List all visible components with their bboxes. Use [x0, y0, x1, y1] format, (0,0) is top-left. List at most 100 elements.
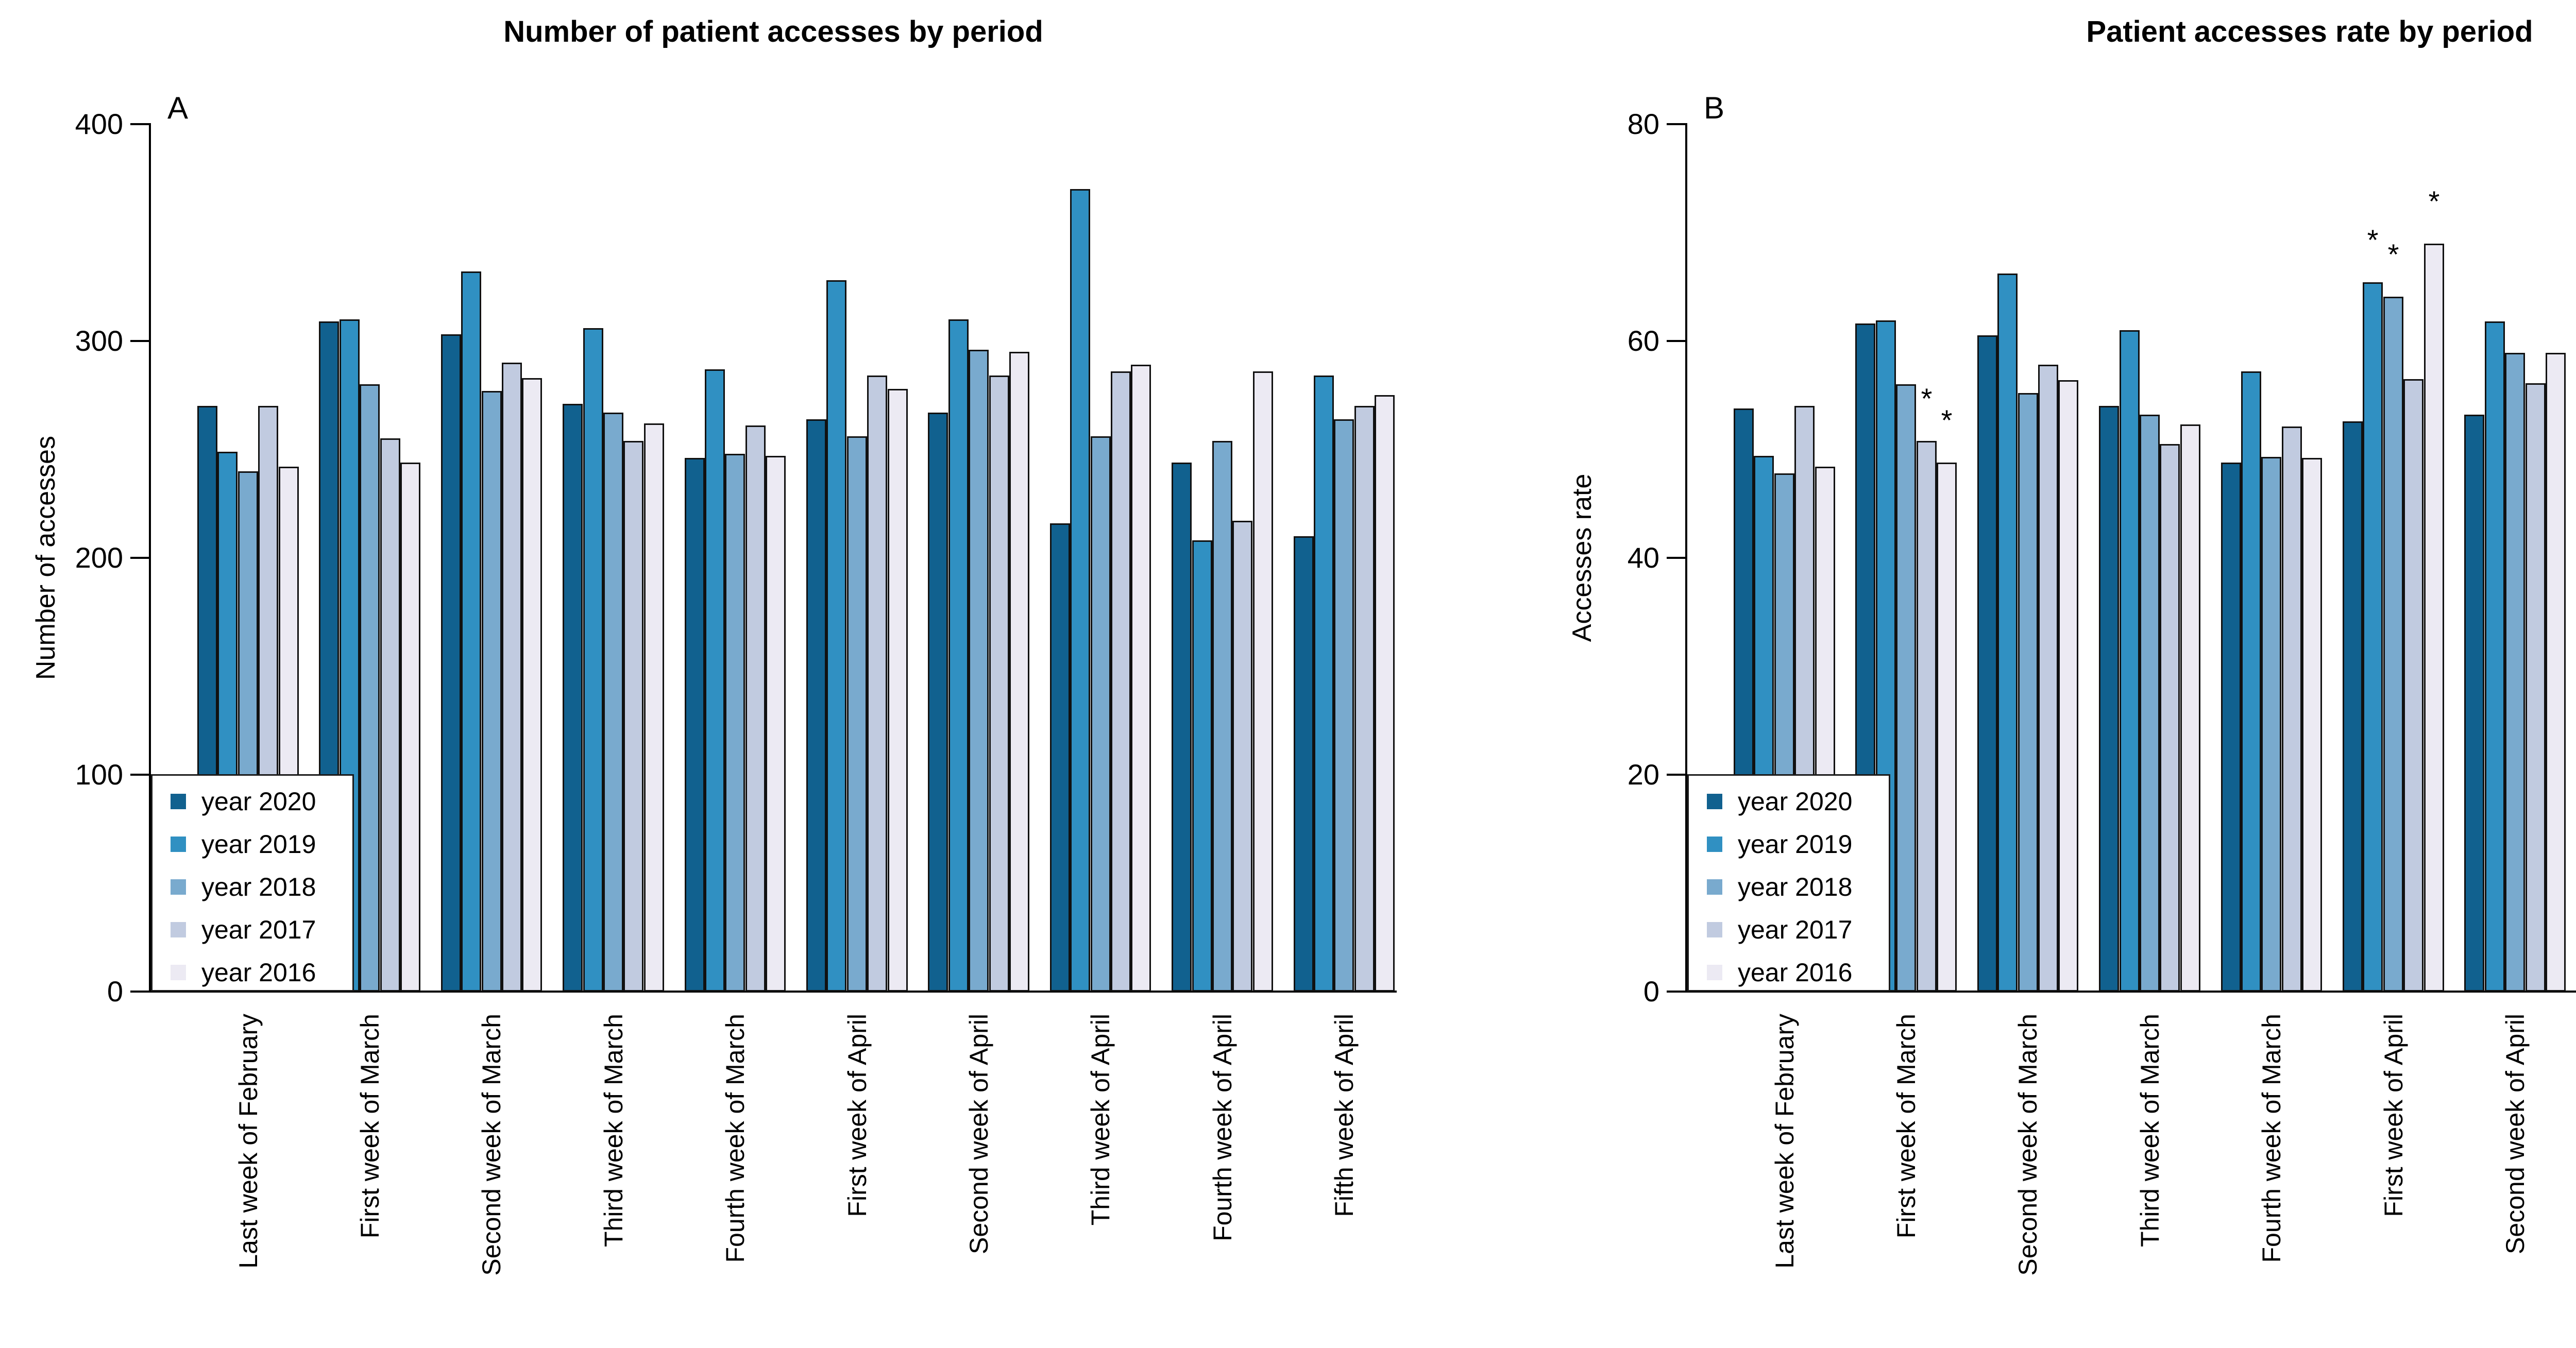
bar-year-2016-group3 — [522, 378, 542, 992]
bar-year-2020-group10 — [1294, 536, 1314, 992]
legend-box: year 2020 year 2019 year 2018 year 2017 year… — [151, 774, 354, 992]
bar-year-2020-group4 — [2099, 406, 2119, 992]
significance-marker: * — [2387, 238, 2399, 270]
bar-year-2020-group9 — [1172, 463, 1192, 992]
bar-year-2017-group2 — [380, 438, 400, 992]
x-category-label: Last week of February — [1770, 1014, 1799, 1269]
bar-year-2020-group7 — [2464, 415, 2484, 992]
bar-year-2020-group8 — [1050, 523, 1070, 992]
legend-item: year 2020 — [1689, 780, 1889, 823]
bar-year-2019-group4 — [2120, 330, 2140, 992]
significance-marker: * — [2367, 224, 2379, 256]
bar-year-2017-group8 — [1111, 371, 1131, 992]
bar-year-2017-group7 — [2526, 383, 2546, 992]
y-tick-mark — [130, 774, 150, 776]
x-category-label: First week of April — [2379, 1014, 2408, 1217]
bar-year-2019-group5 — [2241, 371, 2261, 992]
bar-year-2019-group3 — [461, 271, 481, 992]
y-axis-line — [149, 123, 151, 993]
bar-year-2016-group4 — [2180, 424, 2200, 992]
legend-swatch — [1707, 793, 1722, 809]
panel-letter: B — [1704, 91, 1725, 125]
bar-year-2017-group6 — [2403, 379, 2424, 992]
bar-year-2017-group4 — [2160, 444, 2180, 992]
bar-year-2016-group4 — [644, 423, 664, 992]
bar-year-2020-group7 — [928, 413, 948, 992]
bar-year-2018-group9 — [1212, 441, 1232, 992]
bar-year-2018-group6 — [2383, 297, 2403, 992]
bar-year-2019-group7 — [948, 319, 969, 992]
legend-label: year 2018 — [1738, 872, 1853, 901]
y-tick-label: 80 — [1627, 108, 1659, 140]
bar-year-2016-group2 — [400, 463, 420, 992]
bar-year-2016-group2 — [1937, 463, 1957, 992]
bar-year-2017-group4 — [623, 441, 643, 992]
y-tick-mark — [130, 123, 150, 125]
bar-year-2018-group3 — [2018, 393, 2038, 992]
legend-label: year 2017 — [201, 915, 316, 944]
legend-swatch — [171, 922, 186, 937]
y-tick-mark — [1667, 340, 1686, 342]
legend-item: year 2016 — [152, 951, 352, 994]
bar-year-2018-group2 — [1896, 384, 1916, 992]
panel-title: Number of patient accesses by period — [503, 15, 1043, 48]
legend-item: year 2017 — [152, 908, 352, 951]
x-axis-line — [1686, 991, 2576, 993]
bar-year-2019-group7 — [2485, 321, 2505, 992]
bar-year-2016-group6 — [888, 389, 908, 992]
legend-swatch — [1707, 879, 1722, 895]
bar-year-2018-group4 — [603, 413, 623, 992]
bar-year-2017-group9 — [1232, 521, 1252, 992]
panel-letter: A — [167, 91, 189, 125]
bar-year-2016-group6 — [2424, 244, 2444, 992]
legend-item: year 2018 — [1689, 865, 1889, 908]
bar-year-2019-group3 — [1997, 274, 2018, 992]
bar-year-2018-group10 — [1334, 419, 1354, 992]
bar-year-2019-group6 — [826, 280, 846, 992]
bar-year-2019-group4 — [583, 328, 603, 992]
bar-year-2018-group5 — [725, 454, 745, 992]
y-tick-label: 0 — [1643, 975, 1659, 1008]
legend-box: year 2020 year 2019 year 2018 year 2017 year… — [1687, 774, 1890, 992]
x-category-label: Fourth week of March — [2257, 1014, 2286, 1263]
bar-year-2018-group4 — [2140, 415, 2160, 992]
bar-year-2017-group5 — [745, 425, 766, 992]
panel-title: Patient accesses rate by period — [2086, 15, 2533, 48]
bar-year-2016-group5 — [2302, 458, 2322, 992]
bar-year-2017-group7 — [989, 376, 1009, 992]
x-axis-line — [150, 991, 1397, 993]
bar-year-2017-group3 — [2038, 365, 2058, 992]
bar-year-2019-group10 — [1314, 376, 1334, 992]
bar-year-2016-group9 — [1253, 371, 1273, 992]
y-tick-label: 20 — [1627, 758, 1659, 791]
bar-year-2016-group8 — [1131, 365, 1151, 992]
x-category-label: Second week of March — [2013, 1014, 2042, 1276]
bar-year-2016-group7 — [2546, 353, 2566, 992]
legend-label: year 2020 — [1738, 787, 1853, 816]
bar-year-2016-group3 — [2058, 380, 2078, 992]
bar-year-2017-group5 — [2282, 426, 2302, 992]
x-category-label: Second week of April — [2501, 1014, 2530, 1254]
legend-label: year 2018 — [201, 872, 316, 901]
y-tick-label: 60 — [1627, 325, 1659, 357]
legend-label: year 2016 — [201, 958, 316, 987]
bar-year-2019-group9 — [1192, 540, 1212, 992]
bar-year-2017-group6 — [867, 376, 887, 992]
significance-marker: * — [1921, 382, 1933, 415]
legend-item: year 2020 — [152, 780, 352, 823]
bar-year-2017-group2 — [1917, 441, 1937, 992]
y-tick-mark — [130, 991, 150, 993]
legend-label: year 2017 — [1738, 915, 1853, 944]
y-tick-mark — [1667, 123, 1686, 125]
legend-item: year 2019 — [1689, 823, 1889, 865]
bar-year-2018-group6 — [847, 436, 867, 992]
legend-label: year 2016 — [1738, 958, 1853, 987]
bar-year-2020-group4 — [563, 404, 583, 992]
bar-year-2018-group8 — [1091, 436, 1111, 992]
legend-item: year 2016 — [1689, 951, 1889, 994]
y-tick-label: 200 — [75, 541, 123, 574]
bar-year-2020-group3 — [1977, 335, 1997, 992]
x-category-label: Third week of March — [2136, 1014, 2164, 1247]
bar-year-2019-group6 — [2363, 282, 2383, 992]
